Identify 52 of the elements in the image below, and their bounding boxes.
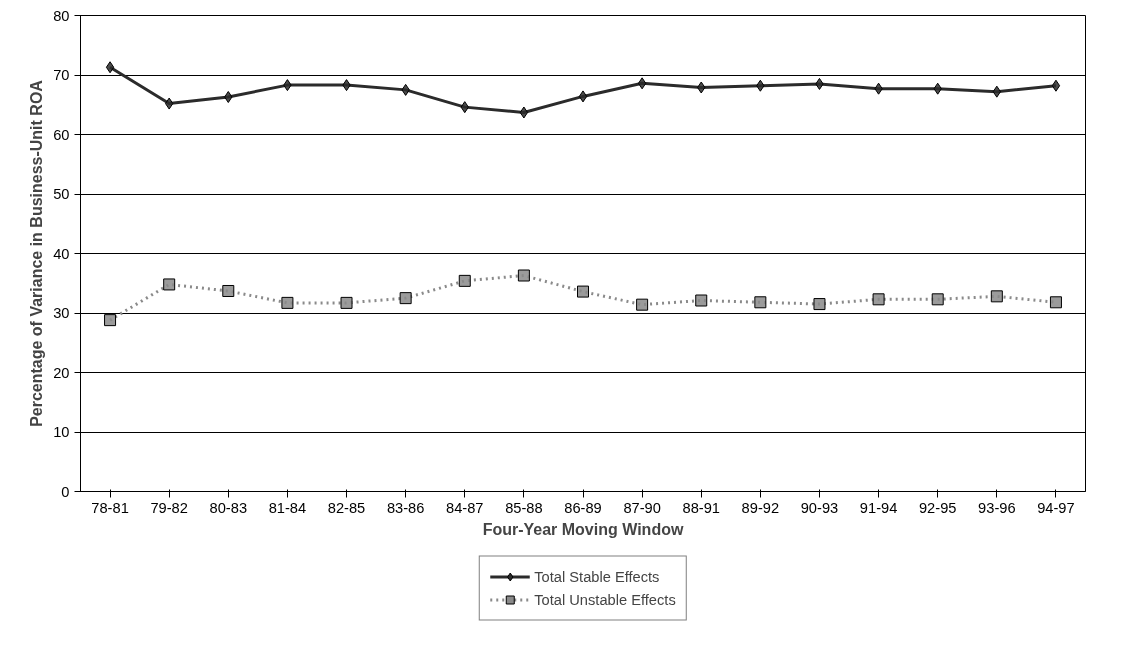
y-tick-label: 60 (53, 126, 70, 143)
y-tick-label: 10 (53, 424, 70, 440)
point (695, 294, 708, 307)
y-tick-label: 0 (61, 483, 70, 500)
y-tick-label: 40 (53, 245, 70, 262)
point (1049, 296, 1062, 309)
y-tick-label: 50 (53, 186, 70, 202)
point (1051, 79, 1061, 92)
point (222, 284, 235, 297)
point (104, 314, 117, 327)
x-tick-label: 94-97 (1037, 499, 1075, 516)
point (519, 106, 529, 119)
y-tick-label: 30 (53, 305, 70, 321)
x-tick-label: 85-88 (505, 499, 543, 516)
point (399, 292, 412, 305)
y-tick-label: 70 (53, 67, 70, 83)
x-tick-label: 80-83 (209, 499, 248, 516)
point (636, 298, 649, 311)
x-tick-label: 90-93 (800, 499, 839, 516)
x-tick-label: 89-92 (741, 499, 780, 516)
point (577, 285, 589, 298)
x-tick-label: 91-94 (859, 499, 898, 516)
legend-label: Total Unstable Effects (534, 591, 676, 607)
x-axis-title: Four-Year Moving Window (482, 520, 684, 538)
y-tick-label: 80 (53, 7, 70, 24)
x-tick-label: 86-89 (564, 499, 602, 516)
point (990, 290, 1003, 303)
point (637, 77, 647, 90)
point (105, 61, 115, 74)
x-tick-label: 88-91 (682, 499, 720, 516)
y-tick-label: 20 (53, 364, 70, 381)
y-axis-title: Percentage of Variance in Business-Unit ROA (28, 79, 46, 427)
point (754, 296, 767, 309)
x-tick-label: 87-90 (623, 499, 661, 516)
point (813, 298, 826, 311)
x-tick-label: 78-81 (91, 499, 129, 516)
x-tick-label: 92-95 (918, 499, 957, 516)
x-tick-label: 82-85 (327, 499, 366, 516)
point (163, 278, 176, 291)
x-tick-label: 79-82 (150, 499, 188, 516)
point (281, 296, 294, 309)
point (931, 293, 944, 306)
point (458, 274, 471, 287)
x-tick-label: 93-96 (978, 499, 1016, 516)
point (340, 296, 353, 309)
point (872, 293, 885, 306)
x-tick-label: 83-86 (386, 499, 425, 516)
point (517, 269, 530, 282)
point (578, 90, 588, 103)
legend-label: Total Stable Effects (534, 568, 660, 584)
x-tick-label: 84-87 (446, 499, 484, 516)
x-tick-label: 81-84 (268, 499, 307, 516)
